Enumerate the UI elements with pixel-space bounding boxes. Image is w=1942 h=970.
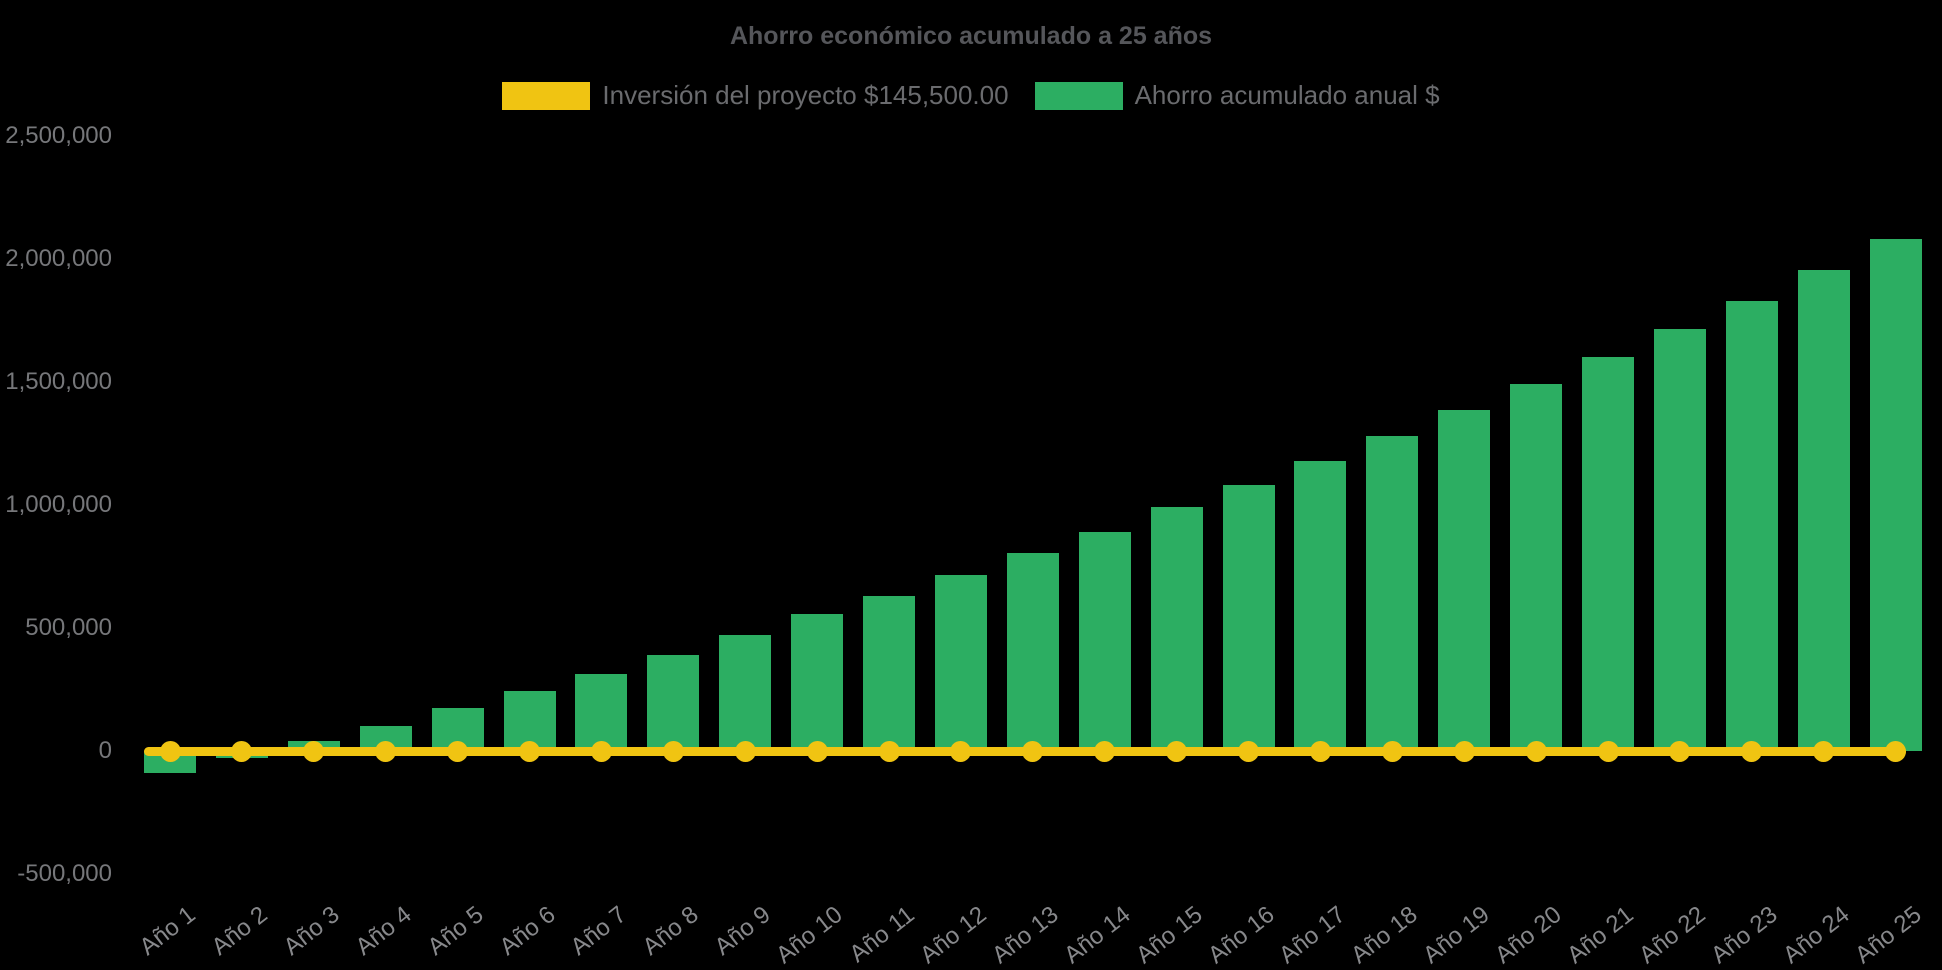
savings-legend-label: Ahorro acumulado anual $	[1134, 80, 1440, 110]
line-point-ano-15	[1166, 740, 1188, 762]
line-point-ano-8	[662, 740, 684, 762]
y-axis-tick-label: -500,000	[17, 860, 112, 887]
bar-ano-22	[1653, 329, 1706, 751]
line-point-ano-24	[1813, 740, 1835, 762]
legend: Inversión del proyecto $145,500.00 Ahorr…	[0, 80, 1942, 111]
bar-ano-18	[1366, 436, 1419, 751]
line-point-ano-22	[1669, 740, 1691, 762]
chart-title: Ahorro económico acumulado a 25 años	[729, 22, 1213, 50]
line-point-ano-2	[231, 740, 253, 762]
bar-ano-13	[1006, 552, 1059, 751]
line-point-ano-16	[1238, 740, 1259, 762]
bar-ano-1	[144, 751, 196, 774]
line-point-ano-3	[303, 740, 325, 762]
bar-ano-14	[1078, 532, 1131, 751]
line-point-ano-18	[1381, 740, 1403, 762]
y-axis-tick-label: 2,500,000	[5, 122, 112, 149]
bar-ano-23	[1725, 300, 1778, 751]
bar-ano-16	[1222, 485, 1275, 751]
bar-ano-11	[863, 596, 915, 751]
y-axis-tick-label: 1,500,000	[5, 368, 112, 395]
line-point-ano-9	[734, 740, 756, 762]
line-point-ano-7	[590, 740, 612, 762]
line-point-ano-11	[878, 740, 900, 762]
legend-item-savings[interactable]: Ahorro acumulado anual $	[1034, 80, 1440, 111]
bar-ano-7	[575, 673, 628, 751]
bar-ano-9	[719, 635, 772, 751]
y-axis-tick-label: 500,000	[25, 614, 112, 641]
line-point-ano-25	[1885, 740, 1907, 762]
investment-legend-label: Inversión del proyecto $145,500.00	[602, 80, 1009, 110]
line-point-ano-5	[447, 740, 469, 762]
investment-swatch	[502, 81, 591, 110]
line-point-ano-17	[1309, 740, 1331, 762]
bar-ano-15	[1150, 507, 1203, 751]
bar-ano-19	[1438, 410, 1491, 751]
bar-ano-17	[1294, 460, 1347, 751]
bar-ano-24	[1797, 270, 1850, 751]
y-axis-tick-label: 2,000,000	[5, 245, 112, 272]
legend-item-investment[interactable]: Inversión del proyecto $145,500.00	[502, 80, 1009, 111]
bar-ano-12	[934, 575, 987, 751]
line-point-ano-1	[159, 740, 181, 762]
line-point-ano-13	[1022, 740, 1044, 762]
line-point-ano-21	[1597, 740, 1619, 762]
line-point-ano-19	[1453, 740, 1475, 762]
line-point-ano-6	[519, 740, 540, 762]
bar-ano-10	[791, 614, 844, 751]
line-point-ano-4	[375, 740, 397, 762]
bar-ano-8	[647, 655, 700, 751]
y-axis-tick-label: 0	[98, 737, 112, 764]
savings-swatch	[1034, 81, 1123, 110]
y-axis-tick-label: 1,000,000	[5, 491, 112, 518]
line-point-ano-14	[1094, 740, 1116, 762]
bar-ano-20	[1510, 384, 1563, 751]
line-point-ano-12	[950, 740, 972, 762]
line-point-ano-23	[1741, 740, 1763, 762]
bar-ano-21	[1582, 357, 1634, 751]
line-point-ano-10	[806, 740, 828, 762]
bar-ano-25	[1869, 239, 1922, 751]
line-point-ano-20	[1525, 740, 1547, 762]
